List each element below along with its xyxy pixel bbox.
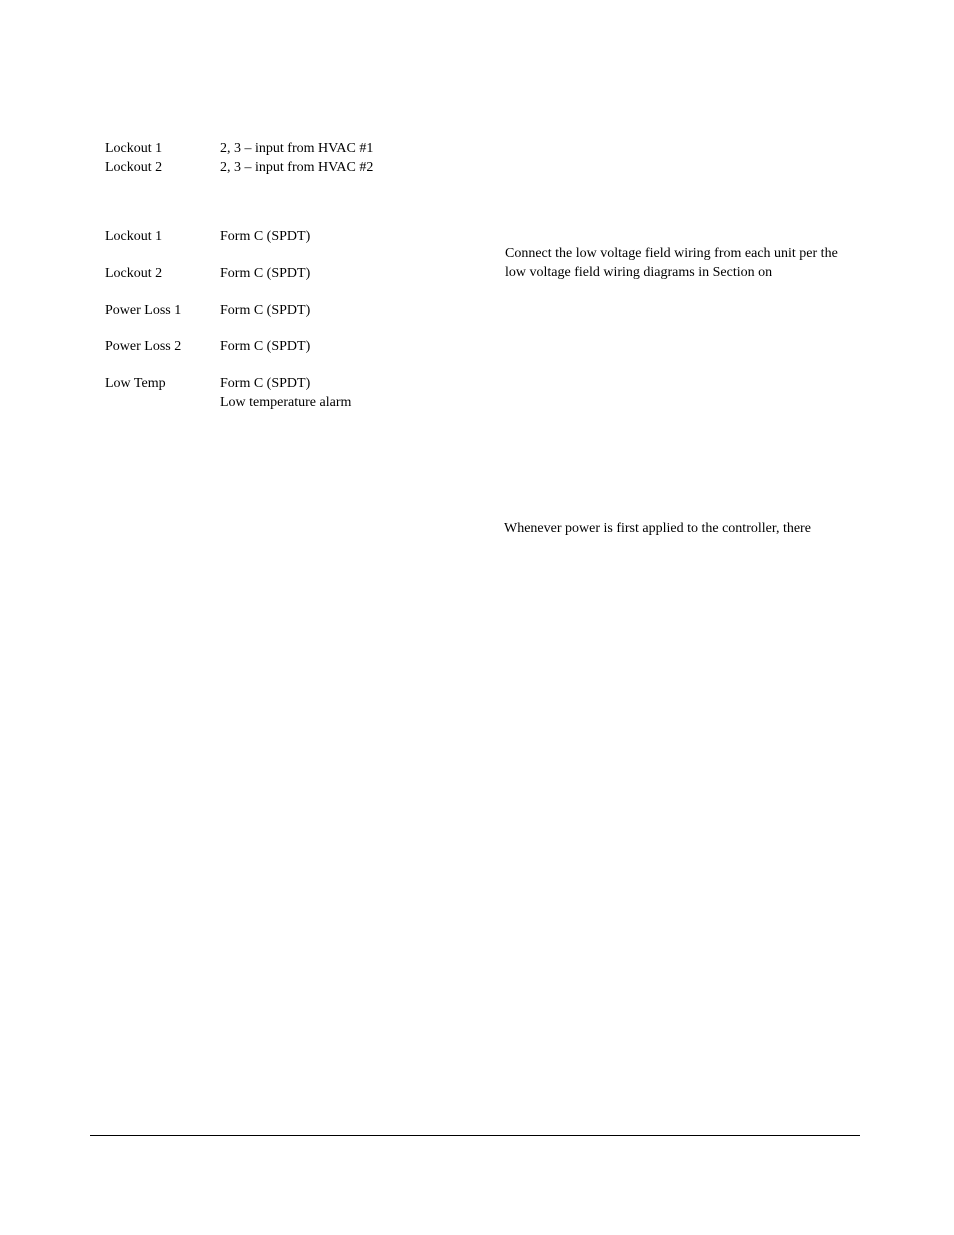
wiring-paragraph: Connect the low voltage field wiring fro… — [505, 245, 855, 283]
io-value-line1: Form C (SPDT) — [220, 375, 465, 394]
table-row: Lockout 1 Form C (SPDT) — [105, 228, 465, 247]
lockout-value: 2, 3 – input from HVAC #2 — [220, 159, 465, 178]
page-content: Lockout 1 2, 3 – input from HVAC #1 Lock… — [105, 140, 855, 413]
io-value: Form C (SPDT) — [220, 302, 465, 321]
left-column: Lockout 1 2, 3 – input from HVAC #1 Lock… — [105, 140, 465, 413]
right-column: Connect the low voltage field wiring fro… — [505, 140, 855, 413]
lockout-input-table: Lockout 1 2, 3 – input from HVAC #1 Lock… — [105, 140, 465, 178]
table-row: Lockout 2 Form C (SPDT) — [105, 265, 465, 284]
io-label: Power Loss 2 — [105, 338, 220, 357]
lockout-label: Lockout 1 — [105, 140, 220, 159]
right-column-lower: Whenever power is first applied to the c… — [504, 520, 854, 539]
table-row: Power Loss 1 Form C (SPDT) — [105, 302, 465, 321]
footer-divider — [90, 1135, 860, 1136]
io-label: Lockout 2 — [105, 265, 220, 284]
io-value: Form C (SPDT) Low temperature alarm — [220, 375, 465, 413]
io-label: Low Temp — [105, 375, 220, 413]
io-value: Form C (SPDT) — [220, 228, 465, 247]
two-column-layout: Lockout 1 2, 3 – input from HVAC #1 Lock… — [105, 140, 855, 413]
lockout-value: 2, 3 – input from HVAC #1 — [220, 140, 465, 159]
io-value: Form C (SPDT) — [220, 338, 465, 357]
table-row: Lockout 2 2, 3 – input from HVAC #2 — [105, 159, 465, 178]
io-value-line2: Low temperature alarm — [220, 394, 465, 413]
table-row: Lockout 1 2, 3 – input from HVAC #1 — [105, 140, 465, 159]
power-paragraph: Whenever power is first applied to the c… — [504, 520, 854, 539]
io-label: Lockout 1 — [105, 228, 220, 247]
io-label: Power Loss 1 — [105, 302, 220, 321]
table-row: Low Temp Form C (SPDT) Low temperature a… — [105, 375, 465, 413]
table-row: Power Loss 2 Form C (SPDT) — [105, 338, 465, 357]
lockout-label: Lockout 2 — [105, 159, 220, 178]
io-value: Form C (SPDT) — [220, 265, 465, 284]
io-form-table: Lockout 1 Form C (SPDT) Lockout 2 Form C… — [105, 228, 465, 413]
